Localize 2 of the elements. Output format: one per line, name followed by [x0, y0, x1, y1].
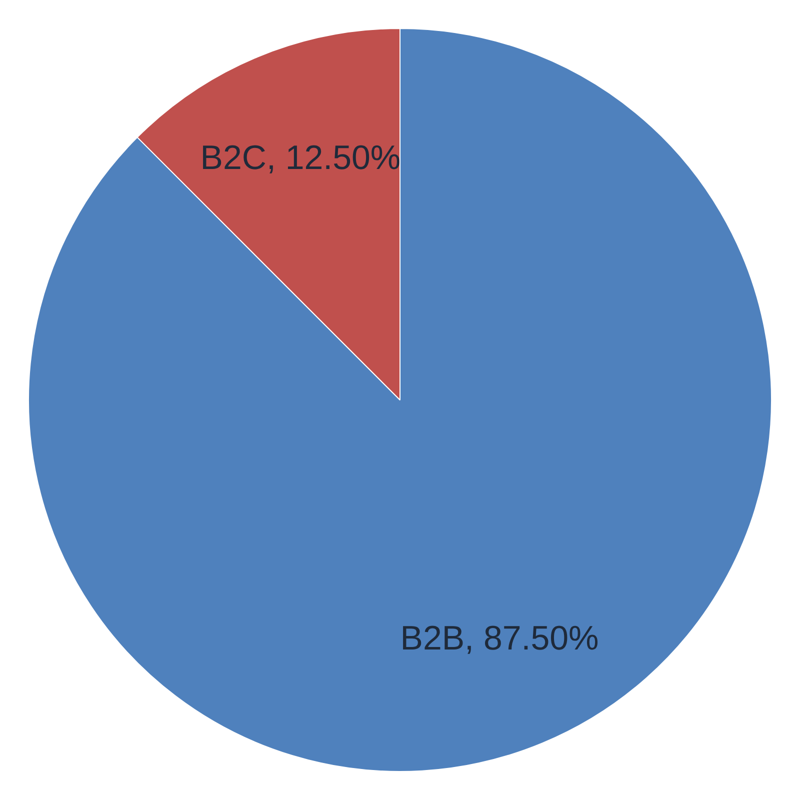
slice-label: B2B, 87.50% [400, 620, 599, 658]
slice-label: B2C, 12.50% [200, 139, 401, 178]
